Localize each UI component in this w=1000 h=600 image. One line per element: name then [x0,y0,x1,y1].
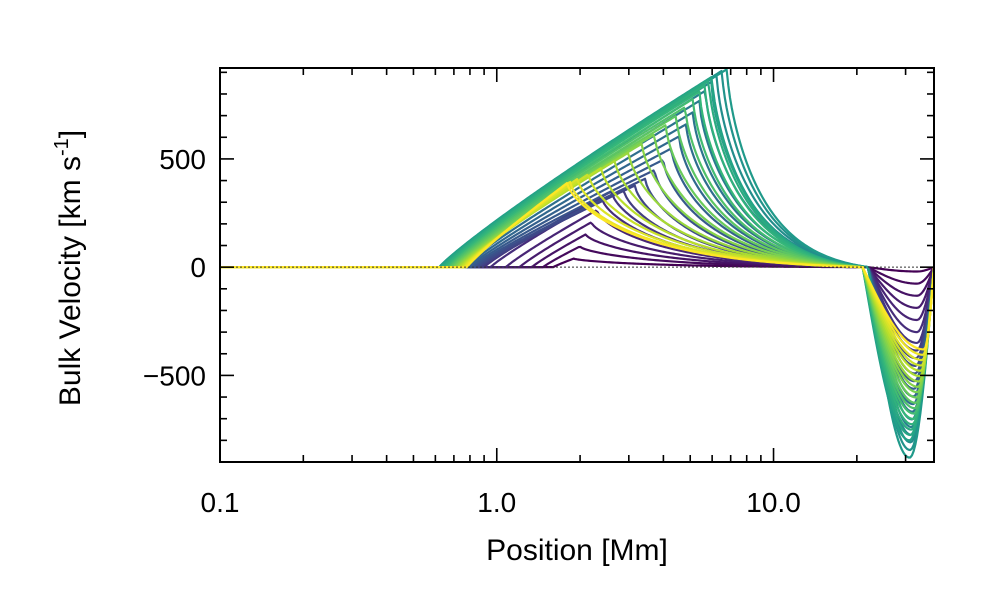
y-tick-label: 500 [159,144,206,175]
axes [219,67,935,463]
series-line-11 [220,169,934,375]
ticks: 0.1 1.0 10.0 −500 0 500 [143,68,934,518]
x-tick-label: 10.0 [746,487,801,518]
series-group [220,68,934,459]
x-tick-label: 1.0 [477,487,516,518]
series-line-10 [220,177,934,367]
series-line-26 [220,84,934,426]
series-line-40 [220,182,934,351]
x-tick-label: 0.1 [201,487,240,518]
y-axis-label: Bulk Velocity [km s-1] [51,130,87,406]
y-axis-label-text: Bulk Velocity [km s [54,156,87,406]
x-axis-label: Position [Mm] [486,534,668,567]
y-axis-label-superscript: -1 [51,138,73,156]
y-tick-label: −500 [143,360,206,391]
y-axis-label-suffix: ] [54,130,87,138]
y-tick-label: 0 [190,252,206,283]
series-line-27 [220,90,934,420]
plot-frame [219,67,935,463]
series-line-38 [220,178,934,362]
